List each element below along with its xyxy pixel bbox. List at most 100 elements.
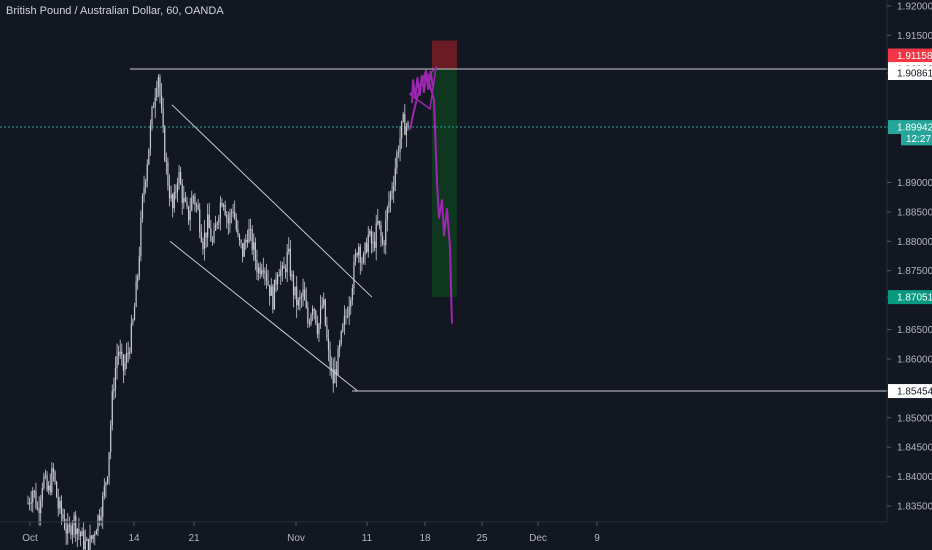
candle-body (327, 338, 330, 351)
candle-body (213, 230, 215, 242)
candle-body (257, 267, 260, 273)
candle-body (208, 214, 210, 229)
x-tick-label: Oct (22, 533, 38, 544)
x-tick-label: 11 (362, 533, 373, 544)
candle-body (364, 242, 366, 255)
candle-body (346, 316, 349, 318)
candle-body (243, 242, 245, 257)
candle-body (75, 515, 77, 535)
candle-body (105, 482, 107, 487)
candle-body (404, 114, 406, 135)
candle-body (183, 197, 185, 203)
candle-body (54, 471, 56, 482)
candle-body (46, 475, 48, 491)
candle-body (118, 351, 120, 356)
candle-body (67, 524, 69, 534)
candle-body (60, 500, 62, 515)
candle-body (261, 270, 263, 275)
candle-body (63, 518, 66, 529)
candle-body (35, 491, 37, 508)
candle-body (38, 508, 40, 514)
candle-body (87, 538, 90, 550)
candle-body (319, 307, 322, 324)
price-tag-label: 1.91158 (897, 51, 932, 62)
candle-body (353, 261, 355, 289)
candle-body (402, 114, 404, 122)
candle-body (62, 514, 64, 519)
candle-body (300, 296, 303, 298)
candle-body (162, 108, 164, 128)
candle-body (343, 315, 346, 325)
candle-body (342, 324, 344, 332)
candle-body (370, 231, 373, 244)
candle-body (178, 171, 180, 183)
candle-body (308, 323, 311, 325)
candle-body (334, 369, 336, 384)
candle-body (304, 289, 306, 301)
candle-body (187, 206, 190, 221)
candle-body (121, 351, 123, 356)
candle-body (396, 152, 398, 169)
candle-body (251, 229, 253, 250)
candle-body (97, 515, 99, 532)
candle-body (389, 192, 392, 202)
candle-body (246, 239, 249, 243)
candle-body (76, 529, 78, 535)
candle-body (256, 260, 258, 273)
candle-body (43, 476, 45, 488)
candle-body (264, 270, 266, 274)
candle-body (283, 265, 285, 269)
candle-body (90, 535, 93, 539)
candle-body (59, 500, 61, 509)
candle-body (145, 180, 147, 188)
candle-body (385, 220, 387, 246)
time-axis[interactable]: Oct 14 21 Nov 11 18 25 Dec 9 (22, 522, 600, 544)
candle-body (323, 299, 325, 306)
candle-body (348, 306, 350, 317)
projection-wedge-outline (408, 65, 438, 111)
candle-body (275, 279, 277, 285)
candle-body (180, 171, 182, 184)
candle-body (195, 205, 198, 207)
price-tag-level (888, 384, 932, 399)
candle-body (369, 231, 371, 235)
candle-body (335, 369, 338, 375)
candle-body (216, 222, 218, 225)
candle-body (245, 239, 247, 243)
candle-body (265, 273, 268, 281)
y-tick-label: 1.84500 (897, 443, 932, 454)
candle-body (397, 151, 400, 153)
candle-body (28, 503, 31, 505)
x-tick-label: 18 (419, 533, 431, 544)
candle-body (249, 228, 252, 230)
y-tick-label: 1.86000 (897, 354, 932, 365)
candle-body (286, 251, 288, 273)
candle-body (329, 350, 331, 369)
candle-body (181, 183, 183, 203)
candle-body (307, 307, 309, 324)
candle-body (165, 160, 167, 163)
candle-body (33, 490, 35, 492)
candle-body (253, 242, 255, 250)
price-tag-label: 1.87051 (897, 293, 932, 304)
channel-lower-line (169, 240, 359, 392)
candle-body (122, 355, 124, 371)
candle-body (114, 368, 117, 390)
projection-path (409, 69, 453, 324)
candle-body (315, 310, 317, 324)
candle-body (83, 530, 85, 550)
candle-body (129, 351, 131, 354)
candle-body (36, 507, 39, 509)
candle-body (312, 308, 314, 315)
candle-body (248, 228, 250, 243)
candle-body (100, 516, 102, 521)
y-tick-label: 1.88500 (897, 207, 932, 218)
candle-body (299, 297, 301, 300)
candle-body (297, 299, 299, 306)
candle-body (310, 314, 312, 325)
candle-body (65, 528, 67, 534)
candle-body (316, 323, 318, 335)
candle-body (337, 348, 339, 375)
candle-body (284, 268, 287, 273)
